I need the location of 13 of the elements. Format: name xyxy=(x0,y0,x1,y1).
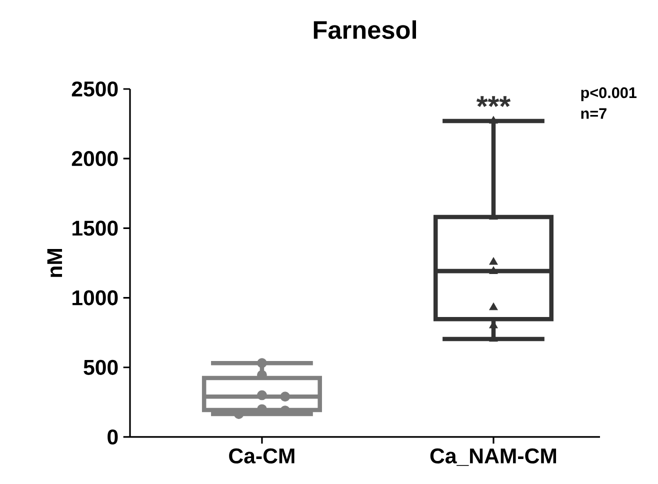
y-axis-title: nM xyxy=(47,249,62,277)
annotation: p<0.001 xyxy=(581,87,637,102)
y-tick-label: 2000 xyxy=(72,151,118,166)
y-tick-label: 1000 xyxy=(72,290,118,306)
y-tick-label: 0 xyxy=(108,429,118,445)
y-tick-label: 1500 xyxy=(72,220,118,236)
x-tick-label: Ca_NAM-CM xyxy=(430,448,556,466)
chart-title: Farnesol xyxy=(314,20,416,39)
x-tick-label: Ca-CM xyxy=(229,448,294,464)
y-tick-label: 500 xyxy=(84,360,118,375)
y-tick-label: 2500 xyxy=(72,81,118,97)
annotation: *** xyxy=(476,96,511,108)
annotation: n=7 xyxy=(581,108,606,119)
